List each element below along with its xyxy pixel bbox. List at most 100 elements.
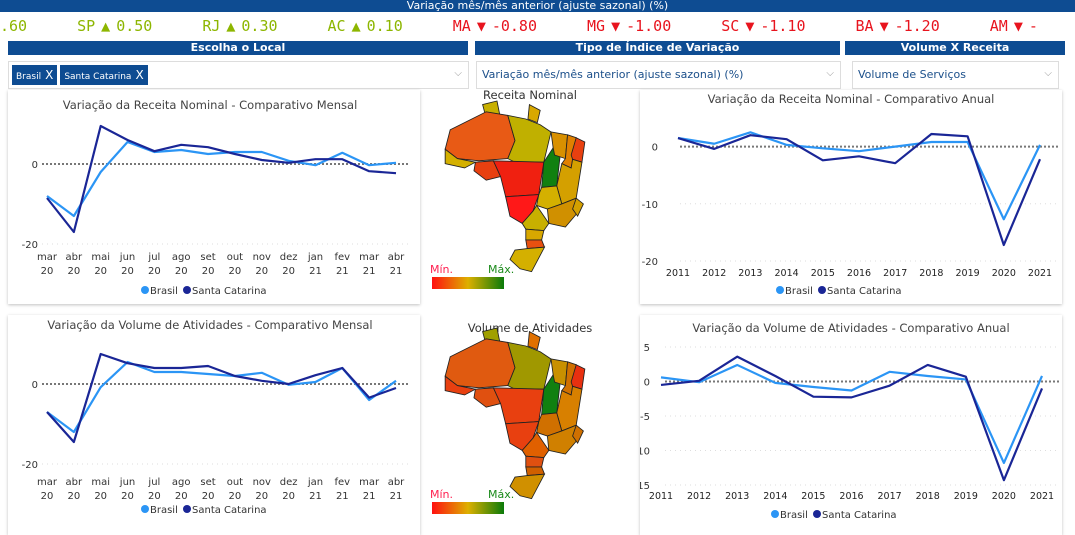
state-ro[interactable] [473, 160, 502, 181]
x-tick-label: 2018 [919, 268, 943, 279]
legend-label[interactable]: Santa Catarina [192, 505, 267, 516]
x-tick-label: dez [280, 477, 298, 488]
state-pa[interactable] [507, 114, 552, 163]
state-pr[interactable] [525, 455, 545, 468]
legend-marker-icon [818, 286, 826, 294]
volume-select-value: Volume de Serviços [858, 68, 967, 81]
y-tick-label: -10 [642, 200, 658, 211]
state-pa[interactable] [507, 341, 552, 390]
x-tick-label: 20 [175, 266, 188, 277]
chevron-down-icon[interactable]: ⌵ [1044, 68, 1052, 79]
map-title: Receita Nominal [483, 88, 577, 102]
state-mt[interactable] [492, 160, 545, 198]
x-tick-label: 21 [309, 266, 322, 277]
x-tick-label: 2014 [763, 491, 787, 502]
y-tick-label: -10 [640, 447, 650, 458]
x-tick-label: fev [335, 252, 351, 263]
x-tick-label: 2016 [839, 491, 863, 502]
x-tick-label: jan [307, 252, 323, 263]
state-ap[interactable] [527, 103, 541, 124]
x-tick-label: mai [91, 477, 110, 488]
state-to[interactable] [541, 147, 561, 188]
state-to[interactable] [541, 374, 561, 415]
x-tick-label: 20 [229, 491, 242, 502]
x-tick-label: set [200, 252, 215, 263]
receita-anual-panel [640, 90, 1062, 304]
x-tick-label: 21 [363, 491, 376, 502]
x-tick-label: 2011 [649, 491, 673, 502]
ticker-label: RJ [202, 17, 221, 35]
ticker-value: -1.20 [894, 17, 940, 35]
local-select[interactable]: Brasil X Santa Catarina X ⌵ [8, 61, 469, 89]
chevron-down-icon[interactable]: ⌵ [826, 68, 834, 79]
tipo-filter-header: Tipo de Índice de Variação [475, 41, 840, 55]
y-tick-label: 0 [644, 378, 650, 389]
legend-label[interactable]: Santa Catarina [192, 286, 267, 297]
series-line-brasil [46, 140, 397, 218]
series-line-brasil [46, 360, 397, 434]
state-rs[interactable] [509, 473, 546, 500]
y-tick-label: -20 [22, 460, 38, 471]
state-ma[interactable] [550, 358, 569, 387]
state-am[interactable] [444, 338, 516, 389]
volume-map: Volume de Atividades Mín. Máx. [430, 321, 592, 514]
ticker-label: BA [855, 17, 874, 35]
state-mt[interactable] [492, 387, 545, 425]
brazil-map [444, 327, 586, 500]
legend-marker-icon [771, 510, 779, 518]
state-es[interactable] [572, 424, 584, 445]
legend-label[interactable]: Santa Catarina [827, 286, 902, 297]
state-pr[interactable] [525, 228, 545, 241]
state-am[interactable] [444, 111, 516, 162]
chevron-down-icon[interactable]: ⌵ [454, 68, 462, 79]
scale-min-label: Mín. [430, 263, 453, 276]
scale-max-label: Máx. [488, 263, 514, 276]
legend-label[interactable]: Santa Catarina [822, 510, 897, 521]
legend-marker-icon [141, 286, 149, 294]
remove-chip-button[interactable]: X [135, 68, 144, 82]
chip-label: Santa Catarina [64, 72, 132, 82]
volume-filter-header: Volume X Receita [845, 41, 1065, 55]
legend-label[interactable]: Brasil [150, 505, 178, 516]
state-rs[interactable] [509, 246, 546, 273]
legend-label[interactable]: Brasil [780, 510, 808, 521]
x-tick-label: 2020 [992, 491, 1016, 502]
x-tick-label: 2013 [738, 268, 762, 279]
state-es[interactable] [572, 197, 584, 218]
x-tick-label: 2017 [878, 491, 902, 502]
x-tick-label: 20 [94, 266, 107, 277]
x-tick-label: 21 [336, 266, 349, 277]
state-ro[interactable] [473, 387, 502, 408]
remove-chip-button[interactable]: X [45, 68, 54, 82]
x-tick-label: jan [307, 477, 323, 488]
x-tick-label: 2020 [992, 268, 1016, 279]
ticker-label: SP [77, 17, 96, 35]
legend-label[interactable]: Brasil [785, 286, 813, 297]
state-ma[interactable] [550, 131, 569, 160]
legend-marker-icon [813, 510, 821, 518]
x-tick-label: 20 [255, 491, 268, 502]
y-tick-label: 0 [32, 380, 38, 391]
x-tick-label: 20 [121, 266, 134, 277]
state-ac[interactable] [444, 375, 477, 396]
volume-select[interactable]: Volume de Serviços ⌵ [852, 61, 1059, 89]
legend-label[interactable]: Brasil [150, 286, 178, 297]
state-ap[interactable] [527, 330, 541, 351]
series-line-santa-catarina [46, 124, 397, 234]
legend-marker-icon [776, 286, 784, 294]
tipo-select[interactable]: Variação mês/mês anterior (ajuste sazona… [476, 61, 841, 89]
x-tick-label: jun [119, 477, 135, 488]
x-tick-label: 2015 [811, 268, 835, 279]
series-line-brasil [677, 131, 1041, 221]
x-tick-label: 21 [309, 491, 322, 502]
ticker-label: AM [989, 17, 1008, 35]
state-ticker: .60 SP ▲ 0.50 RJ ▲ 0.30 AC ▲ 0.10 MA ▼ -0.80 MG ▼ -1.00… [0, 12, 1075, 40]
x-tick-label: 20 [282, 491, 295, 502]
y-tick-label: -5 [640, 412, 650, 423]
ticker-label: SC [721, 17, 740, 35]
x-tick-label: mar [37, 477, 58, 488]
series-line-santa-catarina [46, 352, 397, 444]
series-line-brasil [660, 363, 1044, 465]
x-tick-label: 20 [202, 491, 215, 502]
state-ac[interactable] [444, 148, 477, 169]
